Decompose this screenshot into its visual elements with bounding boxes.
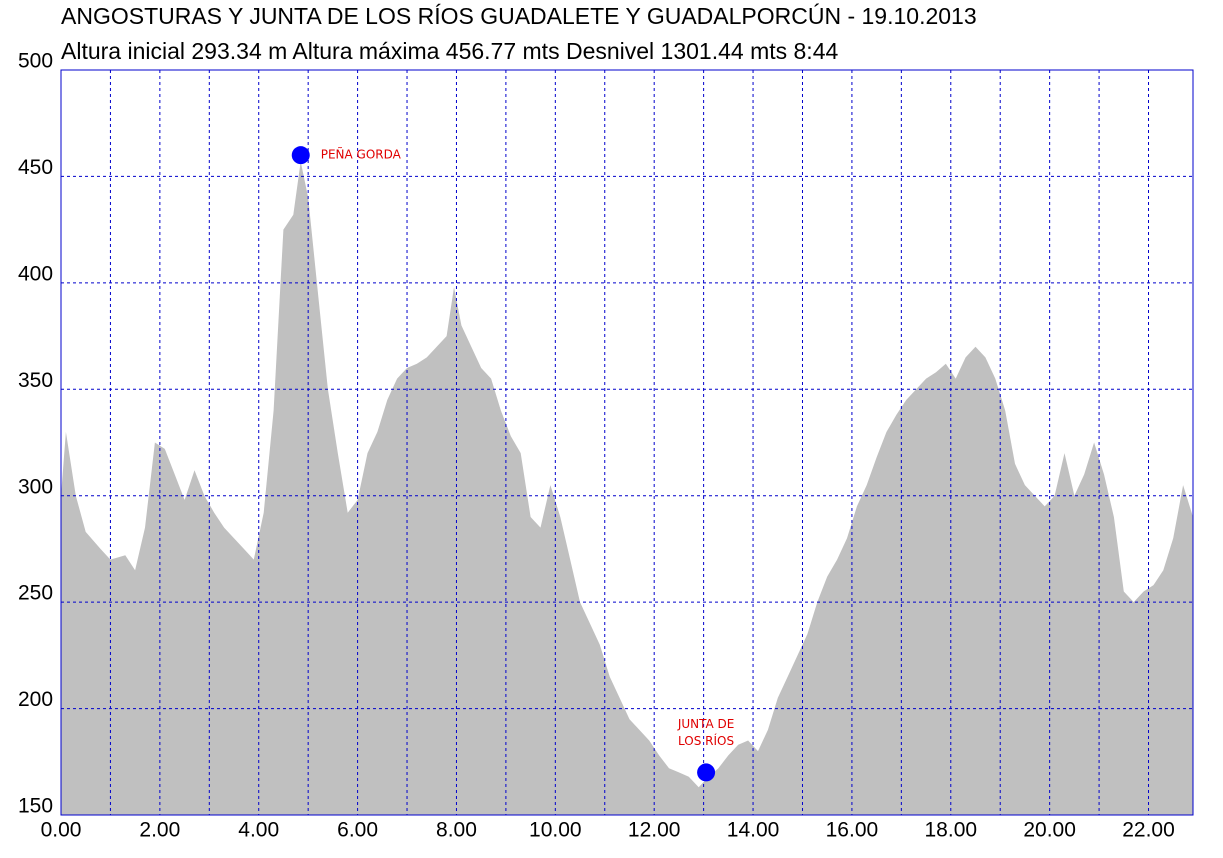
elevation-area [61, 161, 1193, 815]
y-tick-label: 250 [18, 582, 53, 605]
x-tick-label: 18.00 [925, 819, 978, 842]
x-tick-label: 6.00 [337, 819, 378, 842]
y-tick-label: 300 [18, 475, 53, 498]
y-tick-label: 500 [18, 50, 53, 73]
y-tick-label: 400 [18, 262, 53, 285]
x-tick-label: 22.00 [1122, 819, 1175, 842]
chart-title: ANGOSTURAS Y JUNTA DE LOS RÍOS GUADALETE… [61, 3, 977, 29]
x-tick-label: 14.00 [727, 819, 780, 842]
x-tick-label: 2.00 [139, 819, 180, 842]
y-tick-label: 450 [18, 156, 53, 179]
x-tick-label: 4.00 [238, 819, 279, 842]
x-tick-label: 16.00 [826, 819, 879, 842]
x-tick-label: 10.00 [529, 819, 582, 842]
x-tick-label: 0.00 [41, 819, 82, 842]
annotation-label: JUNTA DE [677, 717, 735, 731]
x-tick-label: 8.00 [436, 819, 477, 842]
y-tick-label: 150 [18, 795, 53, 818]
annotation-label: LOS RÍOS [678, 733, 734, 748]
annotation-label: PEÑA GORDA [321, 147, 402, 162]
y-tick-label: 200 [18, 688, 53, 711]
plot-border [60, 69, 1194, 816]
annotation-marker [697, 763, 716, 782]
x-tick-label: 20.00 [1023, 819, 1076, 842]
annotation-marker [291, 146, 310, 165]
x-tick-label: 12.00 [628, 819, 681, 842]
chart-subtitle: Altura inicial 293.34 m Altura máxima 45… [61, 38, 838, 64]
y-tick-label: 350 [18, 369, 53, 392]
